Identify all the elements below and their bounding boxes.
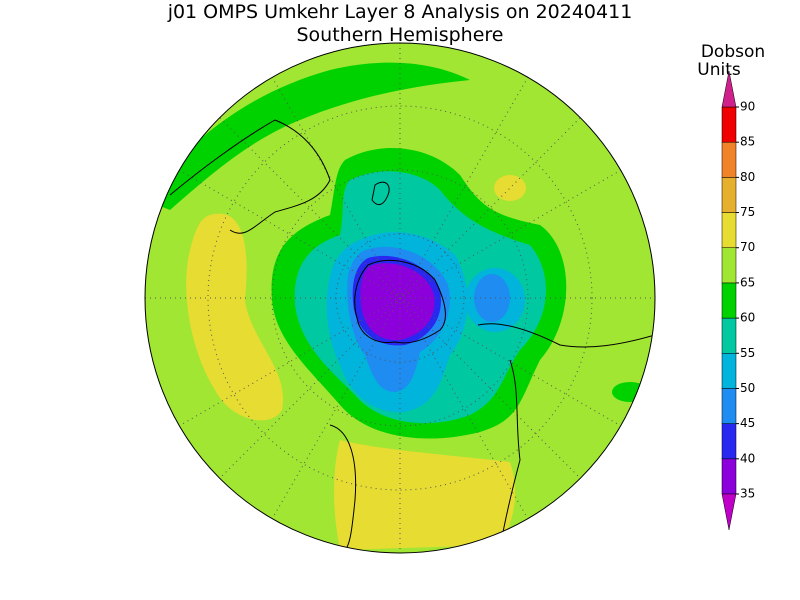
contour: [360, 263, 435, 341]
colorbar-band: [721, 247, 737, 284]
colorbar-tick-label: 55: [740, 346, 755, 360]
colorbar-band: [721, 388, 737, 424]
contour: [494, 175, 526, 201]
colorbar-tick-label: 85: [740, 135, 755, 149]
colorbar-band: [721, 282, 737, 319]
colorbar-tick-label: 50: [740, 381, 755, 395]
colorbar-tick-label: 75: [740, 205, 755, 219]
contour: [145, 62, 470, 210]
colorbar-tick-label: 80: [740, 170, 755, 184]
colorbar-band: [721, 141, 737, 178]
title: j01 OMPS Umkehr Layer 8 Analysis on 2024…: [167, 1, 633, 23]
colorbar-label: Dobson: [701, 42, 765, 62]
colorbar-over: [721, 70, 737, 108]
colorbar-label: Units: [697, 60, 741, 80]
colorbar: 35 40 45 50 55 60 65 70 75 80 85 90: [721, 70, 755, 531]
map: [145, 43, 655, 553]
colorbar-band: [721, 177, 737, 213]
colorbar-band: [721, 353, 737, 389]
colorbar-tick-label: 70: [740, 240, 755, 254]
colorbar-under: [721, 493, 737, 531]
coastlines: [169, 119, 655, 551]
contour: [334, 440, 516, 550]
colorbar-tick-label: 65: [740, 275, 755, 289]
colorbar-band: [721, 106, 737, 143]
subtitle: Southern Hemisphere: [296, 24, 503, 46]
colorbar-tick-label: 40: [740, 451, 755, 465]
colorbar-band: [721, 212, 737, 248]
colorbar-band: [721, 317, 737, 354]
contour: [474, 274, 510, 322]
colorbar-band: [721, 458, 737, 495]
contour: [612, 382, 648, 402]
colorbar-tick-label: 35: [740, 487, 755, 501]
colorbar-tick-label: 60: [740, 311, 755, 325]
colorbar-band: [721, 423, 737, 460]
colorbar-tick-label: 45: [740, 416, 755, 430]
map-border: [144, 42, 656, 554]
colorbar-tick-label: 90: [740, 100, 755, 114]
